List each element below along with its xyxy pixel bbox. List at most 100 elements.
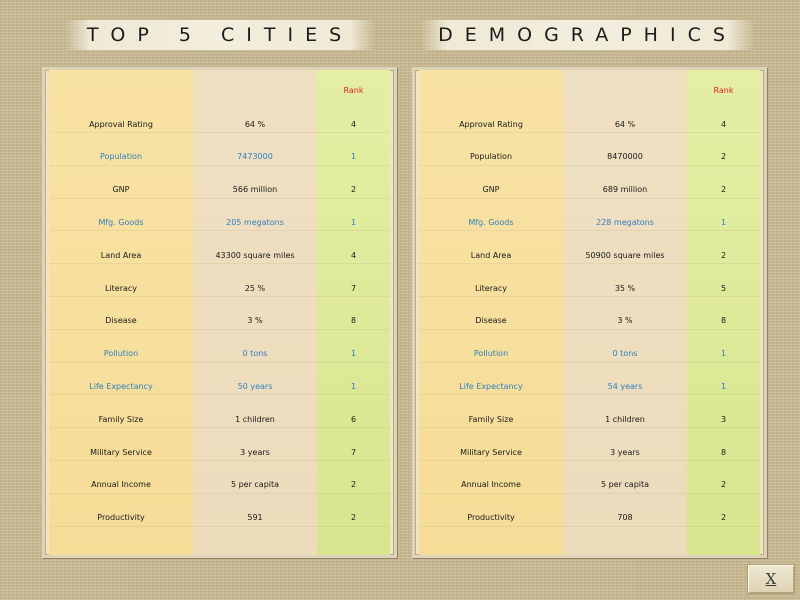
stat-label: Life Expectancy [89, 381, 153, 391]
stat-label: Family Size [98, 414, 144, 424]
stat-row: Land Area 43300 square miles 4 [49, 247, 390, 265]
stat-rank: 1 [350, 381, 357, 391]
stat-rank: 4 [720, 119, 727, 129]
stat-rank: 1 [350, 217, 357, 227]
stat-rank: 4 [350, 119, 357, 129]
stat-label: Mfg. Goods [98, 217, 144, 227]
stat-value: 566 million [232, 185, 278, 195]
stat-label: Military Service [90, 447, 152, 457]
stat-value: 5 per capita [230, 480, 280, 490]
stat-row: Military Service 3 years 7 [49, 444, 390, 461]
title-top-5-cities: TOP 5 CITIES [65, 20, 375, 50]
close-button[interactable]: X [747, 564, 795, 594]
stat-value: 54 years [607, 381, 643, 391]
stat-row: Disease 3 % 8 [49, 313, 390, 330]
stat-rank: 5 [720, 283, 727, 293]
stat-rank: 8 [720, 316, 727, 326]
stat-value: 689 million [602, 185, 648, 195]
stat-value: 64 % [614, 119, 636, 129]
stat-value: 591 [247, 513, 263, 523]
stat-label: GNP [112, 185, 130, 195]
city-panel-right: Rank Approval Rating 64 % 4 Population 84700… [412, 67, 767, 558]
stat-value: 0 tons [612, 349, 638, 359]
stat-value: 50 years [237, 381, 273, 391]
stat-label: Approval Rating [89, 119, 153, 129]
stat-value: 7473000 [237, 152, 273, 162]
stat-value: 50900 square miles [585, 250, 665, 260]
stat-row: Disease 3 % 8 [419, 313, 760, 330]
stat-value: 1 children [235, 414, 275, 424]
stat-rank: 7 [350, 283, 357, 293]
stat-label: Military Service [460, 447, 522, 457]
stat-row: Literacy 35 % 5 [419, 280, 760, 297]
stat-value: 1 children [605, 414, 645, 424]
close-icon: X [765, 570, 777, 588]
stat-row: Pollution 0 tons 1 [49, 346, 390, 363]
stat-label: Disease [105, 316, 137, 326]
stat-rank: 2 [720, 152, 727, 162]
stat-row: GNP 566 million 2 [49, 182, 390, 199]
stat-value: 3 years [610, 447, 640, 457]
stat-row: Military Service 3 years 8 [419, 444, 760, 461]
stat-value: 64 % [244, 119, 266, 129]
stat-value: 0 tons [242, 349, 268, 359]
stat-row: Literacy 25 % 7 [49, 280, 390, 297]
stat-rank: 2 [720, 480, 727, 490]
stat-value: 708 [617, 513, 633, 523]
stat-row: Productivity 591 2 [49, 510, 390, 527]
rank-header: Rank [343, 86, 364, 95]
stat-row: Mfg. Goods 228 megatons 1 [419, 214, 760, 232]
stat-label: Population [99, 152, 143, 162]
rank-header: Rank [713, 86, 734, 95]
stat-value: 228 megatons [596, 217, 654, 227]
stat-row: Annual Income 5 per capita 2 [49, 477, 390, 494]
stat-value: 25 % [244, 283, 266, 293]
stat-label: Approval Rating [459, 119, 523, 129]
value-column [193, 70, 317, 555]
stat-label: Land Area [470, 250, 512, 260]
stat-rank: 4 [350, 250, 357, 260]
stat-value: 35 % [614, 283, 636, 293]
stat-label: Population [469, 152, 513, 162]
stat-row: Land Area 50900 square miles 2 [419, 247, 760, 265]
stat-rank: 1 [720, 217, 727, 227]
value-column [563, 70, 687, 555]
stat-row: Population 7473000 1 [49, 149, 390, 166]
stat-label: Pollution [473, 349, 509, 359]
stat-label: Disease [475, 316, 507, 326]
stat-value: 205 megatons [226, 217, 284, 227]
rank-column [317, 70, 390, 555]
stat-label: Life Expectancy [459, 381, 523, 391]
stat-rank: 6 [350, 414, 357, 424]
stat-rank: 1 [350, 349, 357, 359]
stat-label: Productivity [467, 513, 515, 523]
stat-label: Land Area [100, 250, 142, 260]
stat-row: Life Expectancy 54 years 1 [419, 378, 760, 396]
label-column [49, 70, 193, 555]
rank-column [687, 70, 760, 555]
stat-label: Mfg. Goods [468, 217, 514, 227]
stat-row: Life Expectancy 50 years 1 [49, 378, 390, 396]
stat-rank: 2 [350, 513, 357, 523]
stat-row: GNP 689 million 2 [419, 182, 760, 199]
stat-label: Literacy [104, 283, 138, 293]
stat-value: 3 years [240, 447, 270, 457]
stat-label: Annual Income [91, 480, 151, 490]
stat-rank: 2 [350, 480, 357, 490]
stat-label: Pollution [103, 349, 139, 359]
stat-value: 8470000 [607, 152, 643, 162]
stat-rank: 1 [720, 381, 727, 391]
stat-rank: 2 [720, 250, 727, 260]
stat-rank: 2 [720, 513, 727, 523]
stat-rank: 8 [350, 316, 357, 326]
stat-value: 3 % [617, 316, 633, 326]
stat-rank: 8 [720, 447, 727, 457]
stat-row: Approval Rating 64 % 4 [49, 116, 390, 133]
stat-row: Population 8470000 2 [419, 149, 760, 166]
stat-label: Annual Income [461, 480, 521, 490]
stat-rank: 2 [350, 185, 357, 195]
label-column [419, 70, 563, 555]
stat-rank: 3 [720, 414, 727, 424]
stat-row: Pollution 0 tons 1 [419, 346, 760, 363]
stat-rank: 1 [720, 349, 727, 359]
